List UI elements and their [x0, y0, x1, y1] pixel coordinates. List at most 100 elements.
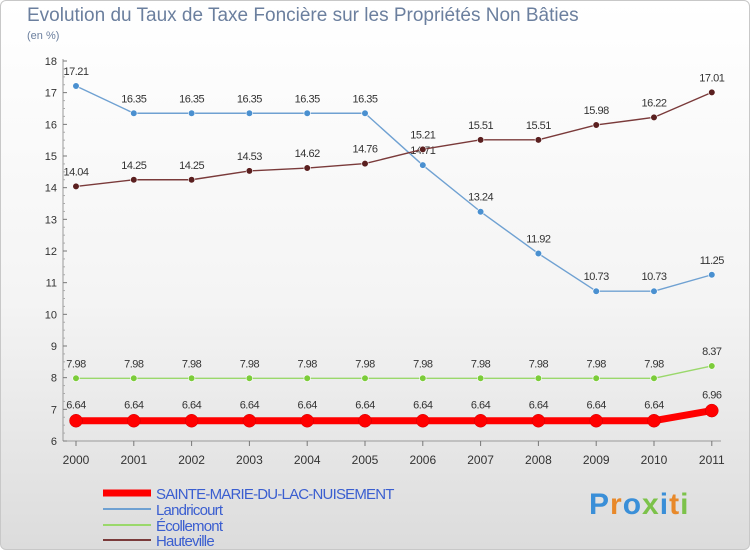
data-point [592, 121, 600, 129]
data-label: 7.98 [124, 358, 144, 370]
data-label: 13.24 [468, 192, 493, 204]
y-tick-label: 17 [45, 88, 57, 100]
data-point [245, 167, 253, 175]
x-tick-label: 2011 [699, 453, 725, 467]
data-point [708, 88, 716, 96]
data-point [650, 113, 658, 121]
data-label: 17.01 [699, 72, 724, 84]
data-point [300, 413, 314, 428]
data-point [303, 374, 311, 382]
y-tick-label: 15 [45, 151, 57, 163]
data-point [708, 271, 716, 279]
x-tick-label: 2008 [525, 453, 552, 467]
legend-label: Hauteville [156, 533, 214, 550]
data-point [184, 413, 199, 428]
logo-letter: P [589, 488, 611, 521]
data-label: 17.21 [63, 66, 88, 78]
data-label: 6.64 [644, 400, 664, 412]
data-point [650, 287, 658, 295]
data-point [188, 109, 196, 117]
logo-letter: t [669, 488, 681, 521]
x-tick-label: 2007 [467, 453, 494, 467]
data-label: 7.98 [182, 358, 202, 370]
data-point [188, 176, 196, 184]
data-label: 14.53 [237, 151, 262, 163]
series-line [75, 85, 713, 292]
data-label: 16.35 [121, 93, 146, 105]
data-label: 7.98 [471, 358, 491, 370]
data-point [361, 109, 369, 117]
data-label: 6.64 [182, 400, 202, 412]
data-point [130, 109, 138, 117]
data-point [72, 182, 80, 190]
data-label: 16.35 [237, 93, 262, 105]
x-tick-label: 2003 [236, 453, 263, 467]
logo-letter: r [610, 488, 623, 521]
data-point [650, 374, 658, 382]
data-label: 8.37 [702, 346, 722, 358]
data-point [477, 136, 485, 144]
data-point [188, 374, 196, 382]
data-point [419, 374, 427, 382]
data-point [242, 413, 257, 428]
data-label: 6.64 [413, 400, 433, 412]
data-label: 6.64 [471, 400, 491, 412]
data-label: 15.21 [410, 129, 435, 141]
data-label: 14.76 [352, 144, 377, 156]
x-tick-label: 2004 [294, 453, 321, 467]
legend-label: Landricourt [156, 502, 224, 519]
data-point [130, 374, 138, 382]
data-point [477, 374, 485, 382]
x-tick-label: 2010 [641, 453, 668, 467]
logo-letter: x [642, 488, 660, 521]
data-label: 14.04 [63, 166, 88, 178]
unit-label: (en %) [27, 30, 60, 42]
data-point [127, 413, 141, 428]
data-label: 6.64 [124, 400, 144, 412]
data-label: 7.98 [297, 358, 317, 370]
data-label: 6.64 [529, 400, 549, 412]
data-label: 10.73 [641, 271, 666, 283]
data-point [477, 208, 485, 216]
data-point [303, 164, 311, 172]
data-point [534, 136, 543, 144]
data-label: 15.51 [468, 120, 493, 132]
data-point [303, 109, 311, 117]
x-tick-label: 2006 [409, 453, 436, 467]
data-label: 16.22 [641, 97, 666, 109]
data-point [72, 374, 80, 382]
x-tick-label: 2001 [120, 453, 147, 467]
legend-label: Écollemont [156, 518, 224, 535]
data-point [419, 161, 427, 169]
data-point [361, 160, 369, 168]
data-label: 16.35 [295, 93, 320, 105]
data-label: 7.98 [413, 358, 433, 370]
y-tick-label: 12 [45, 246, 57, 258]
data-point [473, 413, 488, 428]
data-label: 16.35 [179, 93, 204, 105]
data-point [72, 82, 80, 90]
data-label: 7.98 [586, 358, 606, 370]
data-label: 7.98 [529, 358, 549, 370]
y-tick-label: 14 [45, 183, 57, 195]
data-point [245, 109, 253, 117]
data-point [708, 362, 716, 370]
data-label: 15.98 [584, 105, 609, 117]
chart-title: Evolution du Taux de Taxe Foncière sur l… [27, 5, 579, 26]
data-point [358, 413, 372, 428]
data-label: 11.92 [526, 234, 551, 246]
data-point [705, 403, 719, 418]
series-line [75, 91, 713, 188]
data-point [592, 287, 600, 295]
data-point [69, 413, 83, 428]
data-point [416, 413, 430, 428]
y-tick-label: 11 [46, 278, 57, 290]
x-tick-label: 2000 [63, 453, 90, 467]
data-point [531, 413, 546, 428]
y-tick-label: 6 [51, 436, 57, 448]
data-label: 6.64 [66, 400, 86, 412]
proxiti-logo: Proxiti [589, 488, 689, 522]
legend-label: SAINTE-MARIE-DU-LAC-NUISEMENT [156, 486, 394, 503]
data-label: 14.25 [121, 160, 146, 172]
